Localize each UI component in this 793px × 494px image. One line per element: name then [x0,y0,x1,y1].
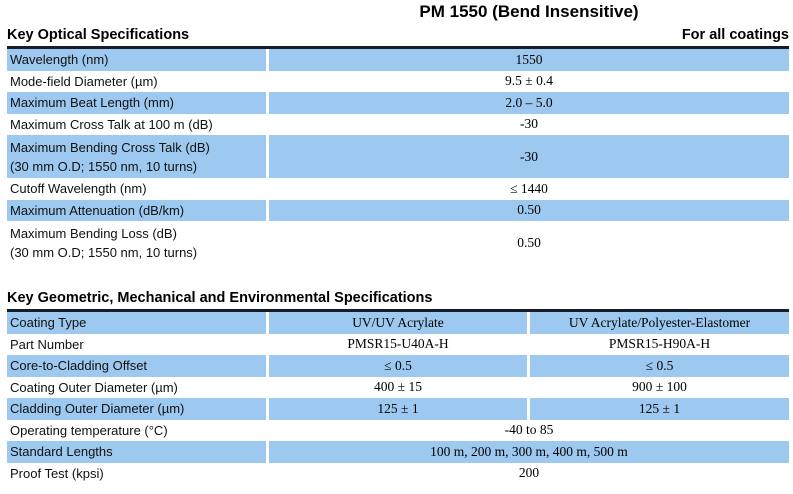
row-label-text: Maximum Bending Loss (dB) [10,225,177,241]
row-label-text: Coating Outer Diameter (µm) [10,379,178,395]
row-label: Cutoff Wavelength (nm) [7,178,266,200]
row-label: Cladding Outer Diameter (µm) [7,398,266,420]
row-label-text: Wavelength (nm) [10,52,109,68]
row-label: Part Number [7,334,266,356]
table-row: Proof Test (kpsi) 200 [7,462,789,485]
row-label-text: Part Number [10,336,84,352]
optical-spec-table: Wavelength (nm) 1550 Mode-field Diameter… [7,49,789,264]
row-label: Standard Lengths [7,441,266,463]
table-row: Standard Lengths 100 m, 200 m, 300 m, 40… [7,441,789,463]
row-label: Wavelength (nm) [7,49,266,71]
geometric-section: Key Geometric, Mechanical and Environmen… [7,290,789,484]
row-label: Proof Test (kpsi) [7,463,266,485]
row-label: Maximum Bending Cross Talk (dB) (30 mm O… [7,135,266,178]
table-row: Part Number PMSR15-U40A-H PMSR15-H90A-H [7,333,789,356]
row-label-text: Maximum Beat Length (mm) [10,95,174,111]
table-row: Cladding Outer Diameter (µm) 125 ± 1 125… [7,398,789,420]
row-value-col2: 125 ± 1 [527,398,789,420]
geometric-spec-table: Coating Type UV/UV Acrylate UV Acrylate/… [7,312,789,484]
page-title: PM 1550 (Bend Insensitive) [419,2,639,21]
table-row: Maximum Cross Talk at 100 m (dB) -30 [7,113,789,136]
row-label-text: Core-to-Cladding Offset [10,358,148,374]
geometric-header-title: Key Geometric, Mechanical and Environmen… [7,290,433,306]
row-value-col1: ≤ 0.5 [266,355,527,377]
row-label: Maximum Cross Talk at 100 m (dB) [7,114,266,136]
table-row: Mode-field Diameter (µm) 9.5 ± 0.4 [7,70,789,93]
table-row: Maximum Attenuation (dB/km) 0.50 [7,199,789,222]
row-label-subtext: (30 mm O.D; 1550 nm, 10 turns) [10,244,198,260]
row-label-text: Operating temperature (°C) [10,422,168,438]
row-label-subtext: (30 mm O.D; 1550 nm, 10 turns) [10,158,198,174]
row-value: -30 [266,113,789,135]
row-value: -30 [266,135,789,178]
row-label-text: Maximum Cross Talk at 100 m (dB) [10,116,213,132]
row-label: Maximum Bending Loss (dB) (30 mm O.D; 15… [7,221,266,264]
row-value: 9.5 ± 0.4 [266,70,789,92]
table-row: Core-to-Cladding Offset ≤ 0.5 ≤ 0.5 [7,355,789,377]
row-value: ≤ 1440 [266,178,789,200]
row-value-col2: PMSR15-H90A-H [527,333,789,355]
table-row: Cutoff Wavelength (nm) ≤ 1440 [7,178,789,200]
optical-header-coatings-note: For all coatings [681,27,789,43]
row-label-text: Mode-field Diameter (µm) [10,73,158,89]
row-value-col1: 400 ± 15 [266,376,527,398]
table-row: Coating Type UV/UV Acrylate UV Acrylate/… [7,312,789,334]
row-label-text: Cutoff Wavelength (nm) [10,181,147,197]
row-label-text: Standard Lengths [10,444,113,460]
row-value: 0.50 [266,199,789,221]
row-label: Core-to-Cladding Offset [7,355,266,377]
row-value-col2: ≤ 0.5 [527,355,789,377]
row-label: Coating Outer Diameter (µm) [7,377,266,399]
geometric-section-header: Key Geometric, Mechanical and Environmen… [7,290,789,312]
row-value-span: 100 m, 200 m, 300 m, 400 m, 500 m [266,441,789,463]
table-row: Maximum Bending Cross Talk (dB) (30 mm O… [7,135,789,178]
row-value-col1: 125 ± 1 [266,398,527,420]
row-label: Mode-field Diameter (µm) [7,71,266,93]
row-value-col2: UV Acrylate/Polyester-Elastomer [527,312,789,334]
row-label-text: Proof Test (kpsi) [10,465,104,481]
row-value: 0.50 [266,221,789,264]
row-label-text: Maximum Bending Cross Talk (dB) [10,139,210,155]
row-value-span: -40 to 85 [266,419,789,441]
row-value: 2.0 – 5.0 [266,92,789,114]
table-row: Wavelength (nm) 1550 [7,49,789,71]
row-label: Maximum Beat Length (mm) [7,92,266,114]
optical-section-header: Key Optical Specifications For all coati… [7,27,789,49]
row-label-text: Maximum Attenuation (dB/km) [10,202,185,218]
row-value-col1: UV/UV Acrylate [266,312,527,334]
table-row: Maximum Bending Loss (dB) (30 mm O.D; 15… [7,221,789,264]
table-row: Maximum Beat Length (mm) 2.0 – 5.0 [7,92,789,114]
row-label: Maximum Attenuation (dB/km) [7,200,266,222]
table-row: Coating Outer Diameter (µm) 400 ± 15 900… [7,376,789,399]
table-row: Operating temperature (°C) -40 to 85 [7,419,789,442]
row-label-text: Coating Type [10,315,87,331]
row-value: 1550 [266,49,789,71]
row-label: Coating Type [7,312,266,334]
optical-section: Key Optical Specifications For all coati… [7,27,789,264]
row-label: Operating temperature (°C) [7,420,266,442]
row-value-col2: 900 ± 100 [527,376,789,398]
row-value-col1: PMSR15-U40A-H [266,333,527,355]
optical-header-title: Key Optical Specifications [7,27,190,43]
row-label-text: Cladding Outer Diameter (µm) [10,401,185,417]
row-value-span: 200 [266,462,789,484]
